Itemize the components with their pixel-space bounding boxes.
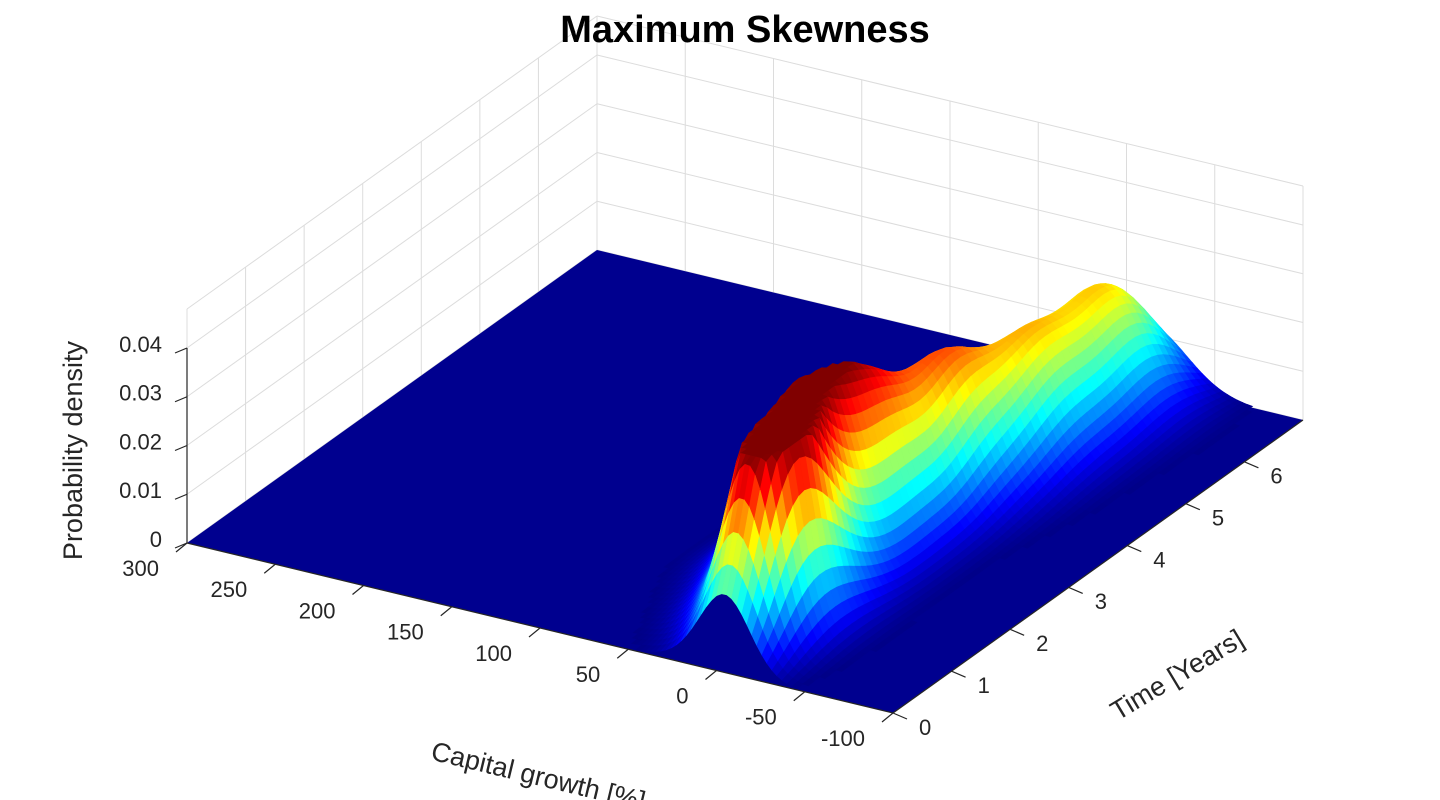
x-tick-mark bbox=[793, 691, 806, 702]
x-tick-mark bbox=[881, 712, 894, 723]
x-tick-label: -50 bbox=[745, 705, 777, 730]
surface-patch bbox=[791, 681, 804, 689]
y-axis-line bbox=[892, 419, 1304, 714]
z-tick-mark bbox=[174, 542, 188, 549]
x-tick-label: 100 bbox=[475, 641, 512, 666]
surface-patch bbox=[1158, 468, 1171, 476]
y-tick-label: 3 bbox=[1095, 589, 1107, 614]
y-tick-mark bbox=[1127, 545, 1142, 553]
y-tick-label: 0 bbox=[919, 715, 931, 740]
z-tick-mark bbox=[174, 444, 188, 452]
x-tick-label: 50 bbox=[576, 662, 600, 687]
grid-line-leftwall-z bbox=[186, 200, 598, 495]
y-tick-mark bbox=[1185, 503, 1201, 511]
surface-patch bbox=[802, 678, 815, 687]
x-tick-label: 250 bbox=[211, 577, 248, 602]
x-tick-label: 200 bbox=[299, 598, 336, 623]
z-tick-label: 0.03 bbox=[119, 381, 162, 406]
surface-patch bbox=[1044, 530, 1057, 538]
surface-patch bbox=[1123, 487, 1137, 495]
x-tick-mark bbox=[440, 606, 453, 617]
surface-patch bbox=[1089, 507, 1102, 515]
x-tick-label: -100 bbox=[821, 726, 865, 751]
y-tick-label: 5 bbox=[1212, 506, 1224, 531]
surface-layer bbox=[187, 250, 1303, 713]
grid-line-leftwall-z bbox=[186, 152, 598, 446]
surface-patch bbox=[1192, 448, 1205, 456]
grid-line-backwall-z bbox=[596, 200, 1304, 372]
grid-line-leftwall-z bbox=[186, 54, 598, 349]
z-axis-label: Probability density bbox=[58, 340, 88, 560]
z-tick-label: 0.04 bbox=[119, 332, 162, 357]
surface-patch bbox=[1066, 519, 1080, 527]
x-tick-mark bbox=[175, 542, 188, 553]
z-tick-mark bbox=[174, 396, 188, 403]
y-tick-mark bbox=[951, 670, 966, 678]
chart-title: Maximum Skewness bbox=[560, 9, 930, 51]
x-tick-mark bbox=[352, 585, 364, 595]
y-tick-label: 4 bbox=[1153, 547, 1165, 572]
y-axis-label: Time [Years] bbox=[1105, 624, 1249, 727]
x-tick-label: 150 bbox=[387, 620, 424, 645]
z-tick-mark bbox=[174, 493, 188, 500]
surface-patch bbox=[870, 645, 883, 653]
y-tick-mark bbox=[1009, 628, 1025, 636]
grid-line-backwall-z bbox=[596, 54, 1304, 226]
x-tick-mark bbox=[263, 563, 276, 574]
z-tick-label: 0.01 bbox=[119, 478, 162, 503]
grid-line-backwall-z bbox=[596, 103, 1304, 275]
y-tick-mark bbox=[892, 712, 908, 720]
x-tick-mark bbox=[705, 670, 717, 680]
grid-line-backwall-z bbox=[596, 152, 1304, 323]
x-tick-mark bbox=[616, 648, 629, 659]
surface-patch bbox=[999, 553, 1012, 560]
surface-patch bbox=[835, 664, 849, 673]
grid-line-backwall-z bbox=[596, 15, 1304, 187]
surface-patch bbox=[819, 671, 832, 680]
x-tick-mark bbox=[528, 627, 541, 638]
surface-patch bbox=[1021, 541, 1034, 549]
grid-line-leftwall-z bbox=[186, 15, 598, 310]
y-tick-label: 6 bbox=[1270, 464, 1282, 489]
x-axis-label: Capital growth [%] bbox=[428, 736, 648, 800]
z-tick-mark bbox=[174, 347, 188, 354]
z-tick-label: 0 bbox=[150, 527, 162, 552]
x-tick-label: 0 bbox=[676, 683, 688, 708]
y-tick-mark bbox=[1068, 586, 1083, 594]
grid-line-leftwall-z bbox=[186, 103, 598, 398]
z-tick-label: 0.02 bbox=[119, 429, 162, 454]
y-tick-label: 2 bbox=[1036, 631, 1048, 656]
y-tick-label: 1 bbox=[978, 673, 990, 698]
y-tick-mark bbox=[1244, 461, 1259, 469]
x-tick-label: 300 bbox=[122, 556, 159, 581]
